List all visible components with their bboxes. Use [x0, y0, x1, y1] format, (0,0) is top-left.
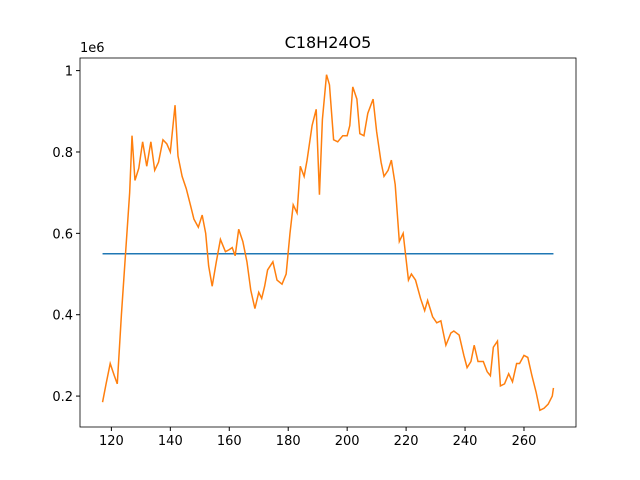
- y-tick-label: 0.4: [52, 309, 73, 324]
- y-offset-text: 1e6: [80, 41, 105, 56]
- x-tick-label: 160: [217, 434, 242, 449]
- y-tick-label: 0.2: [52, 390, 73, 405]
- x-tick-label: 200: [335, 434, 360, 449]
- y-tick-label: 0.8: [52, 146, 73, 161]
- x-tick-label: 140: [158, 434, 183, 449]
- x-tick-label: 180: [276, 434, 301, 449]
- y-tick-label: 1: [65, 65, 73, 80]
- x-tick-label: 220: [394, 434, 419, 449]
- y-tick-label: 0.6: [52, 227, 73, 242]
- axes-frame: [79, 57, 577, 428]
- x-tick-label: 120: [99, 434, 124, 449]
- data-line: [101, 74, 555, 412]
- x-tick-label: 260: [512, 434, 537, 449]
- chart-title: C18H24O5: [285, 33, 372, 52]
- x-tick-label: 240: [453, 434, 478, 449]
